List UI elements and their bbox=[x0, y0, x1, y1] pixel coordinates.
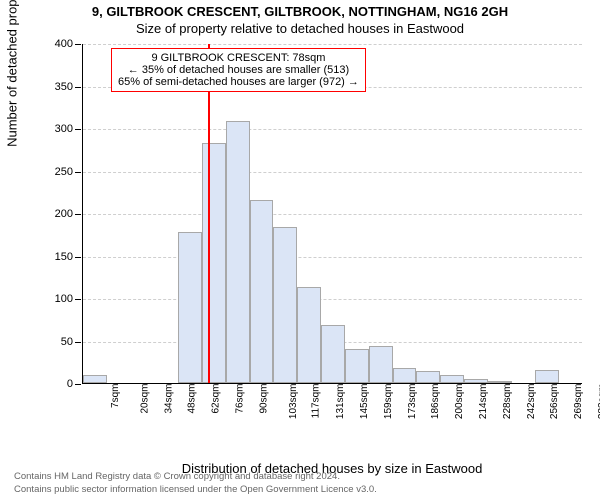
attribution-line-2: Contains public sector information licen… bbox=[14, 484, 377, 496]
x-tick-label: 48sqm bbox=[187, 384, 198, 414]
x-tick-label: 228sqm bbox=[502, 384, 513, 420]
property-marker-line bbox=[208, 44, 210, 383]
chart-header: 9, GILTBROOK CRESCENT, GILTBROOK, NOTTIN… bbox=[0, 0, 600, 36]
chart-container: Number of detached properties 0501001502… bbox=[42, 44, 587, 414]
histogram-bar bbox=[488, 381, 512, 383]
gridline bbox=[83, 172, 582, 173]
histogram-bar bbox=[321, 325, 345, 383]
histogram-bar bbox=[83, 375, 107, 384]
y-tick-label: 200 bbox=[43, 208, 73, 220]
histogram-bar bbox=[226, 121, 250, 383]
y-tick-label: 400 bbox=[43, 38, 73, 50]
y-tick bbox=[75, 129, 81, 130]
histogram-bar bbox=[416, 371, 440, 383]
y-tick bbox=[75, 299, 81, 300]
histogram-bar bbox=[535, 370, 559, 383]
histogram-bar bbox=[297, 287, 321, 383]
annotation-box: 9 GILTBROOK CRESCENT: 78sqm ← 35% of det… bbox=[111, 48, 366, 92]
x-tick-label: 20sqm bbox=[139, 384, 150, 414]
histogram-bar bbox=[393, 368, 417, 383]
x-tick-label: 34sqm bbox=[163, 384, 174, 414]
chart-subtitle: Size of property relative to detached ho… bbox=[0, 21, 600, 36]
y-tick bbox=[75, 257, 81, 258]
y-tick bbox=[75, 214, 81, 215]
y-tick-label: 50 bbox=[43, 336, 73, 348]
x-tick-label: 117sqm bbox=[311, 384, 322, 419]
x-tick-label: 173sqm bbox=[407, 384, 418, 420]
histogram-bar bbox=[250, 200, 274, 383]
x-tick-label: 186sqm bbox=[431, 384, 442, 420]
y-tick-label: 0 bbox=[43, 378, 73, 390]
x-tick-label: 131sqm bbox=[335, 384, 346, 420]
histogram-bar bbox=[202, 143, 226, 383]
x-tick-label: 145sqm bbox=[359, 384, 370, 420]
attribution: Contains HM Land Registry data © Crown c… bbox=[14, 471, 377, 496]
gridline bbox=[83, 214, 582, 215]
histogram-bar bbox=[464, 379, 488, 383]
y-tick bbox=[75, 44, 81, 45]
x-tick-label: 242sqm bbox=[526, 384, 537, 420]
x-tick-label: 269sqm bbox=[573, 384, 584, 420]
x-tick-label: 62sqm bbox=[211, 384, 222, 414]
y-tick bbox=[75, 342, 81, 343]
x-tick-label: 214sqm bbox=[478, 384, 489, 420]
histogram-bar bbox=[369, 346, 393, 383]
y-tick bbox=[75, 87, 81, 88]
attribution-line-1: Contains HM Land Registry data © Crown c… bbox=[14, 471, 377, 483]
y-tick-label: 300 bbox=[43, 123, 73, 135]
gridline bbox=[83, 44, 582, 45]
x-tick-label: 90sqm bbox=[258, 384, 269, 414]
histogram-bar bbox=[178, 232, 202, 383]
x-tick-label: 76sqm bbox=[234, 384, 245, 414]
annotation-line-2: ← 35% of detached houses are smaller (51… bbox=[118, 64, 359, 76]
x-tick-label: 200sqm bbox=[454, 384, 465, 420]
gridline bbox=[83, 129, 582, 130]
x-tick-label: 159sqm bbox=[383, 384, 394, 420]
gridline bbox=[83, 257, 582, 258]
x-tick-label: 103sqm bbox=[288, 384, 299, 420]
y-tick-label: 250 bbox=[43, 166, 73, 178]
x-tick-label: 7sqm bbox=[110, 384, 121, 408]
y-axis-label: Number of detached properties bbox=[5, 0, 20, 147]
x-tick-label: 256sqm bbox=[550, 384, 561, 420]
y-tick-label: 350 bbox=[43, 81, 73, 93]
gridline bbox=[83, 299, 582, 300]
histogram-bar bbox=[273, 227, 297, 383]
y-tick bbox=[75, 384, 81, 385]
annotation-line-3: 65% of semi-detached houses are larger (… bbox=[118, 76, 359, 88]
histogram-bar bbox=[440, 375, 464, 384]
y-tick-label: 150 bbox=[43, 251, 73, 263]
histogram-bar bbox=[345, 349, 369, 383]
annotation-line-1: 9 GILTBROOK CRESCENT: 78sqm bbox=[118, 52, 359, 64]
y-tick bbox=[75, 172, 81, 173]
plot-area: 0501001502002503003504007sqm20sqm34sqm48… bbox=[82, 44, 582, 384]
chart-title: 9, GILTBROOK CRESCENT, GILTBROOK, NOTTIN… bbox=[0, 4, 600, 19]
y-tick-label: 100 bbox=[43, 293, 73, 305]
